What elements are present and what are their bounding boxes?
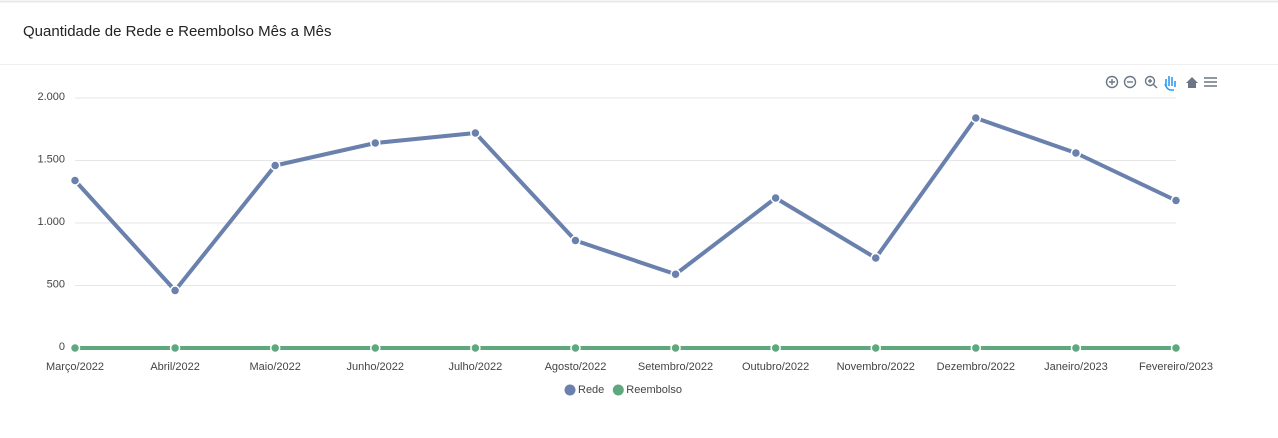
x-tick-label: Maio/2022: [249, 361, 300, 373]
x-tick-label: Janeiro/2023: [1044, 361, 1108, 373]
data-point: [1170, 195, 1182, 206]
chart-title: Quantidade de Rede e Reembolso Mês a Mês: [23, 23, 332, 40]
data-point: [1170, 342, 1182, 354]
data-point: [169, 342, 181, 354]
legend-marker: [564, 384, 576, 396]
zoom-out-button[interactable]: [1123, 75, 1137, 89]
data-point: [370, 137, 381, 149]
data-point: [370, 342, 381, 354]
y-tick-label: 1.500: [37, 153, 65, 165]
x-tick-label: Março/2022: [46, 361, 104, 373]
data-point: [470, 127, 481, 139]
data-point: [570, 235, 581, 246]
legend-marker: [612, 384, 624, 396]
data-point: [870, 252, 881, 264]
data-point: [570, 342, 581, 354]
data-point: [670, 269, 681, 280]
x-tick-label: Junho/2022: [347, 361, 405, 373]
data-point: [1070, 147, 1082, 159]
y-tick-label: 2.000: [37, 91, 65, 103]
data-point: [970, 342, 982, 354]
pan-button[interactable]: [1164, 76, 1176, 91]
data-point: [770, 342, 781, 354]
data-point: [870, 342, 881, 354]
x-tick-label: Novembro/2022: [837, 361, 915, 373]
y-tick-label: 0: [59, 341, 65, 353]
y-tick-label: 1.000: [37, 216, 65, 228]
data-point: [970, 112, 982, 124]
toolbar: [1105, 75, 1217, 91]
data-point: [269, 160, 281, 171]
legend-label: Reembolso: [626, 384, 682, 396]
data-point: [269, 342, 281, 354]
series-line: [73, 116, 1177, 293]
x-tick-label: Dezembro/2022: [937, 361, 1015, 373]
data-point: [470, 342, 481, 354]
menu-button[interactable]: [1204, 77, 1217, 87]
x-tick-label: Setembro/2022: [638, 361, 713, 373]
data-point: [169, 285, 181, 296]
zoom-in-button[interactable]: [1105, 75, 1119, 89]
x-tick-label: Abril/2022: [150, 361, 200, 373]
data-point: [670, 342, 681, 354]
x-tick-label: Julho/2022: [448, 361, 502, 373]
x-tick-label: Agosto/2022: [545, 361, 607, 373]
x-tick-label: Outubro/2022: [742, 361, 809, 373]
home-button[interactable]: [1186, 77, 1198, 88]
zoom-button[interactable]: [1144, 75, 1158, 89]
legend-label: Rede: [578, 384, 604, 396]
data-point: [770, 192, 781, 204]
y-tick-label: 500: [47, 278, 65, 290]
x-tick-label: Fevereiro/2023: [1139, 361, 1213, 373]
data-point: [69, 342, 81, 354]
data-point: [1070, 342, 1082, 354]
data-point: [69, 175, 81, 186]
